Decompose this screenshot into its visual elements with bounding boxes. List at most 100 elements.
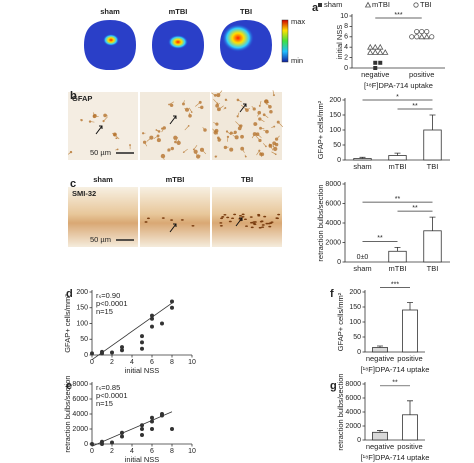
significance-label: ** [377, 235, 383, 242]
group-label: TBI [240, 7, 252, 16]
process [241, 148, 245, 153]
process [174, 137, 176, 140]
process [183, 100, 185, 105]
cell [80, 118, 83, 122]
process [260, 127, 265, 130]
process [263, 143, 267, 147]
y-tick-label: 8 [344, 23, 348, 30]
panel-letter: d [66, 288, 73, 300]
process [201, 149, 207, 155]
significance-label: ** [392, 380, 398, 387]
significance-label: ** [395, 196, 401, 203]
significance-label: ** [412, 205, 418, 212]
x-tick-label: 2 [110, 359, 114, 366]
bulb [221, 216, 225, 218]
error-bar [429, 114, 436, 130]
point [140, 334, 144, 339]
bulb [260, 220, 264, 223]
panel-letter: g [330, 380, 337, 392]
bulb [170, 219, 174, 221]
point [382, 49, 389, 55]
stat-label: n=15 [96, 307, 113, 316]
y-axis-label: retraction bulbs/section [336, 373, 345, 450]
process [273, 143, 275, 147]
process [260, 154, 262, 158]
bulb [261, 226, 265, 228]
process [67, 151, 72, 155]
point [150, 324, 154, 329]
smi32-micrographs [68, 187, 282, 247]
bulb [258, 226, 262, 229]
process [259, 100, 262, 106]
axes [351, 14, 445, 69]
process [90, 121, 95, 123]
bulb [249, 216, 253, 218]
process [276, 135, 280, 140]
process [193, 145, 198, 150]
x-tick-label: 2 [110, 448, 114, 455]
bar [353, 158, 372, 161]
process [213, 99, 218, 104]
x-tick-label: 8 [170, 448, 174, 455]
point [120, 434, 124, 439]
bulb [277, 213, 281, 216]
process [167, 149, 170, 152]
process [270, 110, 272, 112]
process [153, 135, 159, 139]
x-tick-label: positive [397, 442, 422, 451]
point [429, 34, 435, 40]
process [183, 148, 188, 153]
bulb [146, 217, 150, 220]
y-tick-label: 200 [76, 289, 88, 296]
point [378, 60, 383, 65]
cell [257, 110, 262, 115]
bulb [253, 221, 257, 223]
point [90, 351, 94, 356]
cell [217, 138, 221, 142]
x-axis-label: initial NSS [125, 366, 160, 375]
stat-label: n=15 [96, 399, 113, 408]
process [168, 101, 175, 105]
process [251, 133, 255, 139]
cell [214, 155, 217, 158]
value-label: 0±0 [357, 254, 369, 261]
arrows [95, 103, 247, 233]
legend-label: sham [324, 0, 342, 9]
bulb [191, 224, 195, 227]
process [216, 102, 220, 106]
process [257, 112, 260, 117]
process [235, 131, 237, 134]
y-tick-label: 6000 [325, 200, 341, 207]
y-axis-label: GFAP+ cells/mm² [316, 100, 325, 159]
y-axis-label: retraction bulbs/section [63, 375, 72, 452]
stat-label: rₛ=0.85 [96, 383, 120, 392]
y-tick-label: 0 [357, 437, 361, 444]
process [175, 137, 179, 143]
process [251, 105, 255, 110]
y-tick-label: 150 [329, 112, 341, 119]
y-tick-label: 50 [80, 336, 88, 343]
bulb [268, 222, 272, 224]
point [100, 349, 104, 354]
process [223, 107, 226, 110]
significance-label: *** [394, 12, 402, 19]
colorbar-label: min [291, 56, 303, 65]
point [414, 28, 420, 35]
point [367, 43, 374, 50]
point [140, 433, 144, 437]
legend-marker [413, 2, 419, 8]
x-tick-label: 4 [130, 359, 134, 366]
process [162, 155, 165, 160]
process [156, 129, 160, 133]
x-axis-label: initial NSS [125, 455, 160, 463]
x-tick-label: positive [409, 70, 434, 79]
error-bar [394, 152, 401, 156]
stat-label: p<0.0001 [96, 391, 128, 400]
bar [388, 250, 407, 263]
bulb [228, 220, 232, 223]
error-bar [359, 156, 366, 159]
x-tick-label: 6 [150, 359, 154, 366]
point [377, 49, 384, 55]
y-tick-label: 2 [344, 54, 348, 61]
